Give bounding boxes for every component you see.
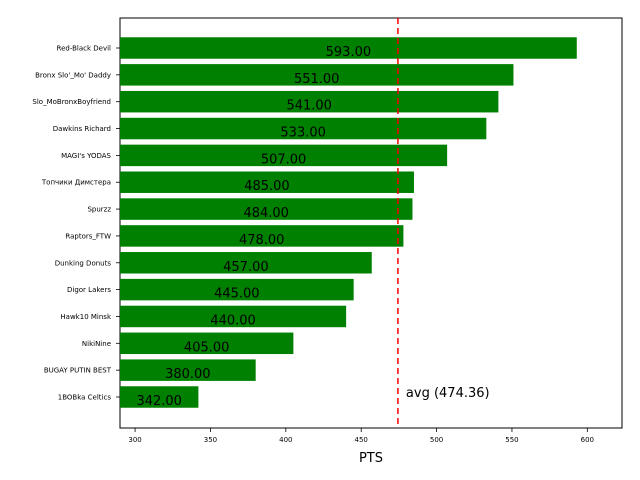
bar-value-label: 478.00 xyxy=(239,233,285,248)
bar xyxy=(120,252,372,274)
bar xyxy=(120,171,414,193)
bar-value-label: 507.00 xyxy=(261,152,307,167)
bar xyxy=(120,37,577,59)
bar-value-label: 593.00 xyxy=(326,45,372,60)
x-tick-label: 600 xyxy=(581,436,594,444)
x-tick-label: 450 xyxy=(355,436,368,444)
bar-value-label: 541.00 xyxy=(286,99,332,114)
bar-value-label: 457.00 xyxy=(223,260,269,275)
bar xyxy=(120,90,499,113)
y-tick-label: Dunking Donuts xyxy=(55,259,112,267)
bar xyxy=(120,305,347,328)
y-tick-label: Топчики Димстера xyxy=(41,179,111,187)
bar-value-label: 342.00 xyxy=(136,394,182,409)
bar xyxy=(120,332,294,355)
bar-value-label: 533.00 xyxy=(280,126,326,141)
y-tick-label: Raptors_FTW xyxy=(65,232,111,240)
y-tick-label: Bronx Slo'_Mo' Daddy xyxy=(35,71,111,79)
x-tick-label: 500 xyxy=(430,436,443,444)
bar-value-label: 405.00 xyxy=(184,340,230,355)
y-tick-label: Spurzz xyxy=(87,206,111,214)
bar xyxy=(120,225,404,247)
y-tick-label: Red-Black Devil xyxy=(57,45,112,53)
bar xyxy=(120,278,354,301)
average-label: avg (474.36) xyxy=(406,386,490,401)
x-axis-label: PTS xyxy=(359,451,383,466)
bar xyxy=(120,359,256,381)
y-tick-label: Slo_MoBronxBoyfriend xyxy=(32,98,111,106)
bar xyxy=(120,198,413,220)
y-tick-label: Digor Lakers xyxy=(67,286,111,294)
x-tick-label: 350 xyxy=(204,436,217,444)
bar xyxy=(120,64,514,86)
x-tick-label: 400 xyxy=(279,436,292,444)
x-tick-label: 300 xyxy=(128,436,141,444)
bar-value-label: 380.00 xyxy=(165,367,211,382)
y-tick-label: Hawk10 Minsk xyxy=(60,313,112,321)
bar xyxy=(120,117,487,140)
bar-value-label: 440.00 xyxy=(210,313,256,328)
y-tick-label: MAGI's YODAS xyxy=(61,152,111,160)
x-tick-label: 550 xyxy=(505,436,518,444)
bar-value-label: 484.00 xyxy=(243,206,289,221)
y-tick-label: NikiNine xyxy=(82,340,111,348)
bar xyxy=(120,144,448,167)
bar xyxy=(120,386,199,408)
bar-value-label: 551.00 xyxy=(294,72,340,87)
y-tick-label: BUGAY PUTIN BEST xyxy=(44,367,112,375)
bar-value-label: 485.00 xyxy=(244,179,290,194)
bar-value-label: 445.00 xyxy=(214,287,260,302)
y-tick-label: Dawkins Richard xyxy=(53,125,111,133)
y-tick-label: 1BOBka Celtics xyxy=(58,394,112,402)
